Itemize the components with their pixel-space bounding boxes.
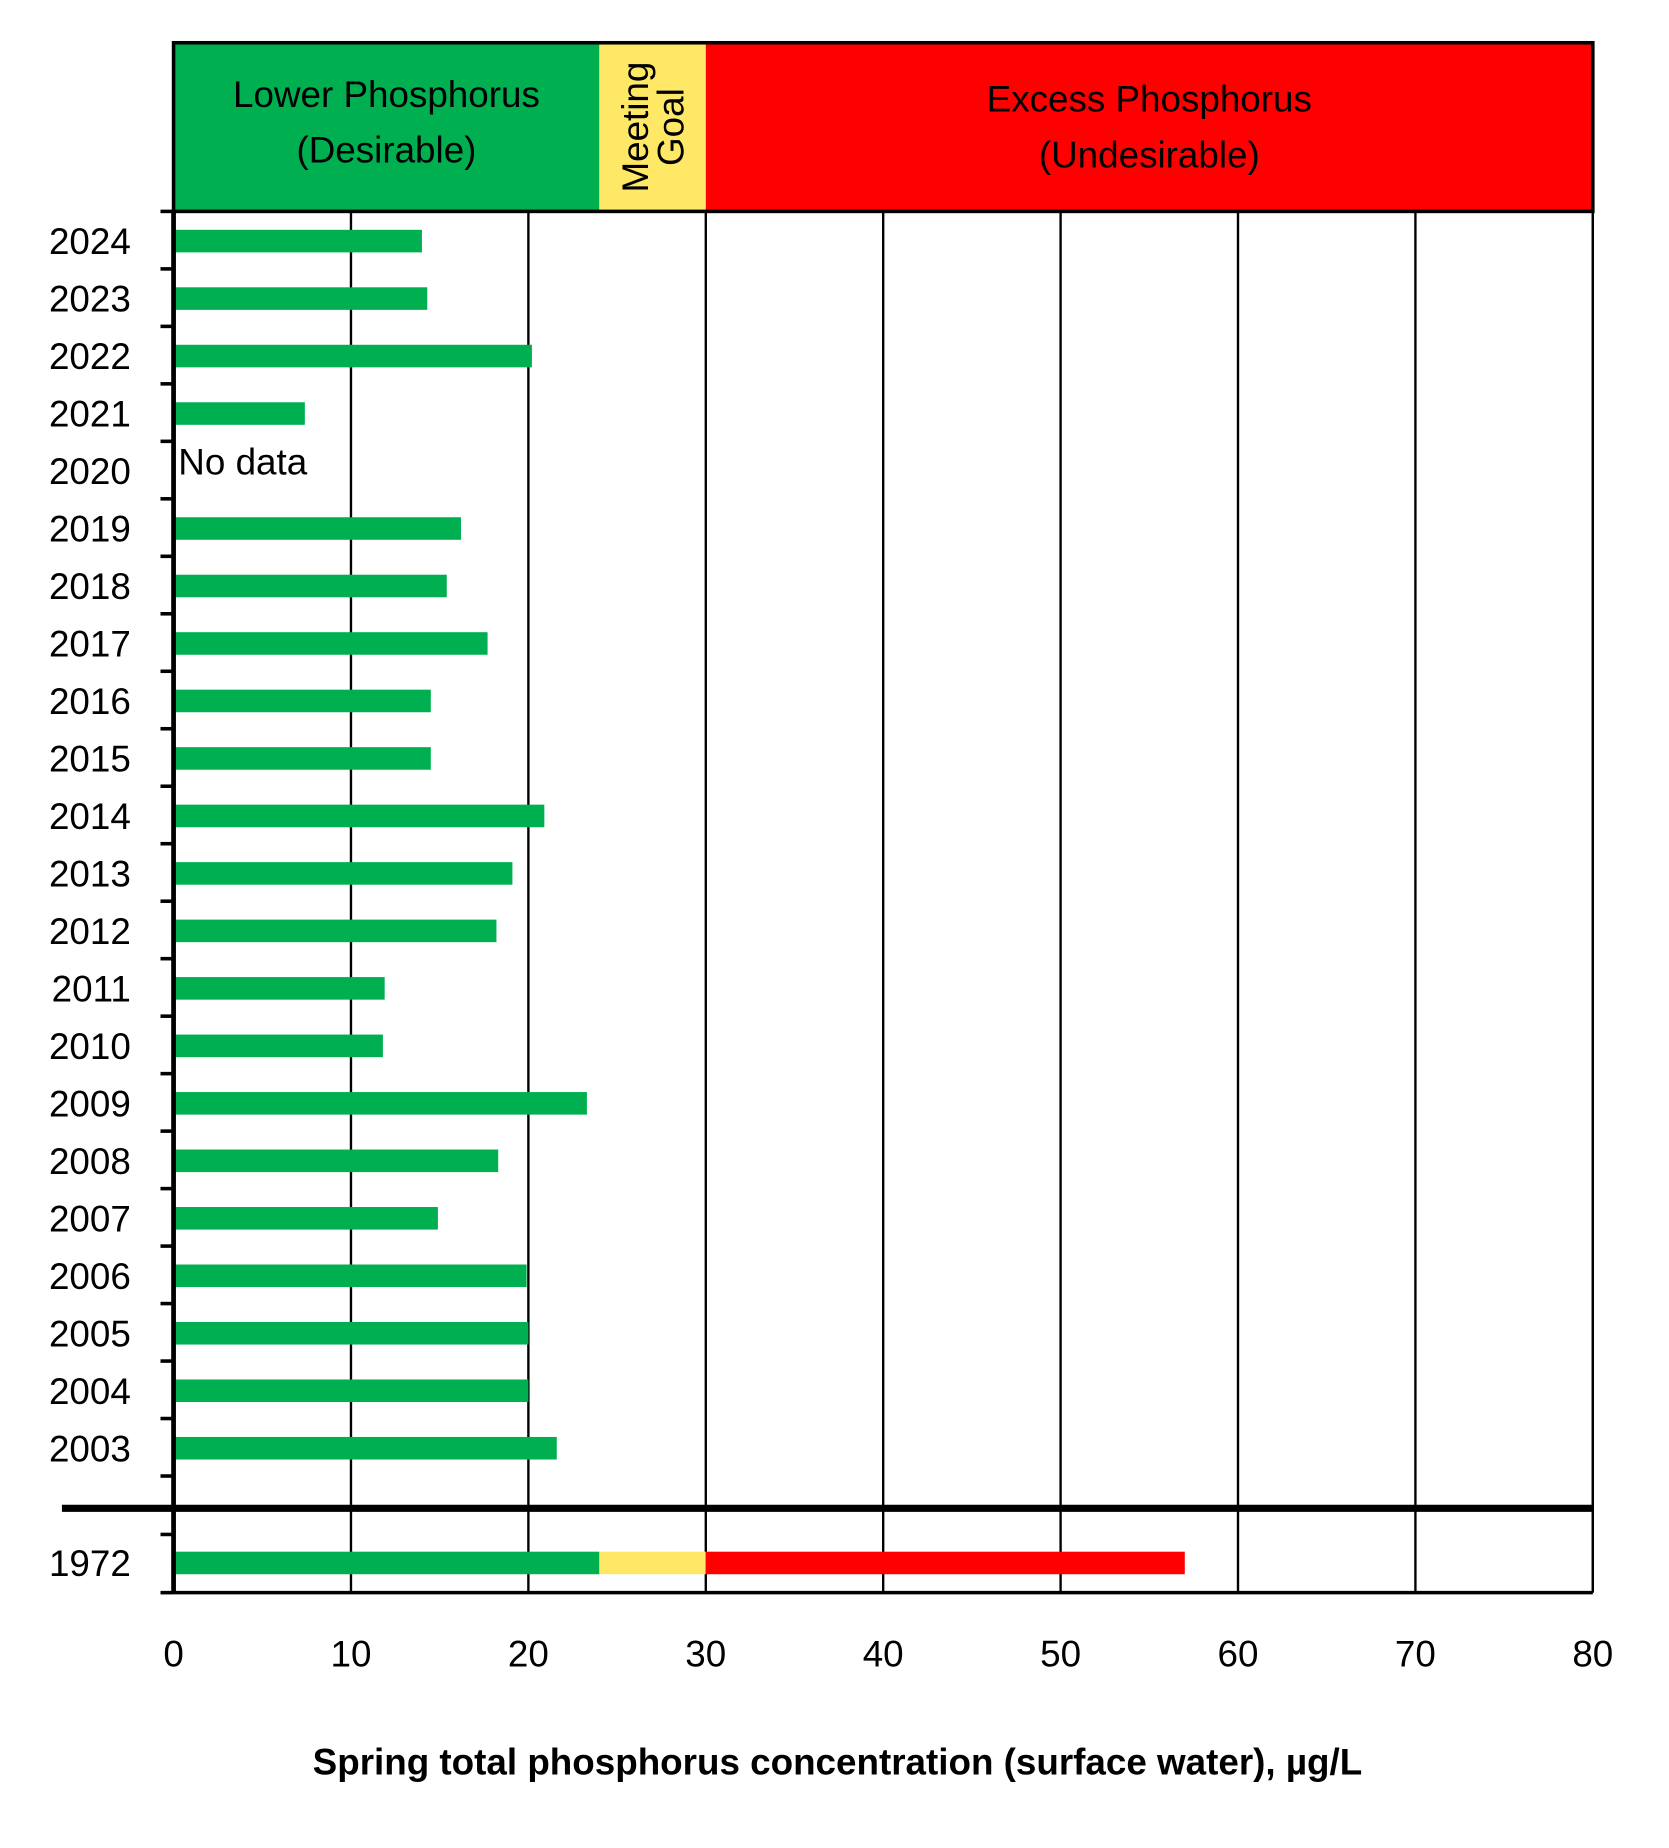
y-tick-label: 2018	[49, 566, 131, 607]
y-tick-label: 2019	[49, 509, 131, 550]
y-tick-label: 2023	[49, 279, 131, 320]
x-tick-label: 20	[508, 1633, 549, 1674]
bar-2003	[174, 1437, 557, 1460]
bar-2017	[174, 632, 488, 655]
bar-2014	[174, 805, 545, 828]
bar-2009	[174, 1092, 587, 1115]
x-tick-label: 10	[331, 1633, 372, 1674]
x-tick-label: 50	[1040, 1633, 1081, 1674]
y-tick-label: 2005	[49, 1313, 131, 1354]
bar-2007	[174, 1207, 438, 1230]
x-tick-label: 80	[1572, 1633, 1613, 1674]
y-tick-label: 2003	[49, 1428, 131, 1469]
bar-1972-segment-0	[174, 1552, 600, 1575]
y-tick-label: 2011	[52, 968, 131, 1009]
y-tick-label: 2014	[49, 796, 131, 837]
bar-2015	[174, 747, 431, 770]
y-tick-label: 2020	[49, 451, 131, 492]
x-tick-label: 30	[685, 1633, 726, 1674]
y-tick-label: 2016	[49, 681, 131, 722]
x-axis-title: Spring total phosphorus concentration (s…	[313, 1741, 1363, 1782]
y-tick-label: 2015	[49, 739, 131, 780]
bar-2019	[174, 517, 461, 540]
bar-2008	[174, 1150, 499, 1173]
bar-2006	[174, 1265, 527, 1288]
y-tick-label: 2021	[49, 394, 131, 435]
y-tick-label: 2008	[49, 1141, 131, 1182]
y-tick-label: 2006	[49, 1256, 131, 1297]
y-tick-label: 2022	[49, 336, 131, 377]
x-tick-label: 0	[163, 1633, 183, 1674]
bar-2011	[174, 977, 385, 1000]
bar-2023	[174, 287, 428, 310]
zone-label: (Desirable)	[296, 130, 476, 171]
y-tick-label: 2024	[49, 221, 131, 262]
y-tick-label: 1972	[49, 1543, 131, 1584]
bar-2018	[174, 575, 447, 598]
y-tick-labels: 2024 2023 2022 2021 2020 2019 2018 2017 2016 2015…	[49, 221, 131, 1584]
bar-2021	[174, 402, 305, 425]
y-tick-label: 2009	[49, 1083, 131, 1124]
x-tick-label: 60	[1218, 1633, 1259, 1674]
y-tick-label: 2010	[49, 1026, 131, 1067]
bar-2024	[174, 230, 422, 253]
bar-2004	[174, 1379, 529, 1402]
bar-2005	[174, 1322, 529, 1345]
bar-2010	[174, 1035, 383, 1058]
y-tick-label: 2004	[49, 1371, 131, 1412]
bars: No data	[174, 230, 1185, 1574]
zone-label: Excess Phosphorus	[987, 79, 1312, 120]
no-data-label: No data	[178, 442, 307, 483]
y-tick-label: 2007	[49, 1198, 131, 1239]
y-tick-label: 2013	[49, 853, 131, 894]
x-tick-labels: 0 10 20 30 40 50 60 70 80	[163, 1633, 1613, 1674]
bar-2013	[174, 862, 513, 885]
zone-label: Goal	[650, 88, 691, 166]
grid-lines	[351, 211, 1593, 1592]
zone-0	[174, 43, 600, 212]
bar-2022	[174, 345, 532, 368]
y-tick-label: 2012	[49, 911, 131, 952]
bar-2016	[174, 690, 431, 713]
zone-label: (Undesirable)	[1039, 134, 1260, 175]
zone-label: Lower Phosphorus	[233, 74, 540, 115]
bar-1972-segment-1	[599, 1552, 705, 1575]
zone-header: Lower Phosphorus(Desirable)MeetingGoalEx…	[174, 43, 1593, 212]
x-tick-label: 40	[863, 1633, 904, 1674]
bar-1972-segment-2	[706, 1552, 1185, 1575]
zone-2	[706, 43, 1593, 212]
bar-2012	[174, 920, 497, 943]
x-tick-label: 70	[1395, 1633, 1436, 1674]
y-tick-label: 2017	[49, 624, 131, 665]
